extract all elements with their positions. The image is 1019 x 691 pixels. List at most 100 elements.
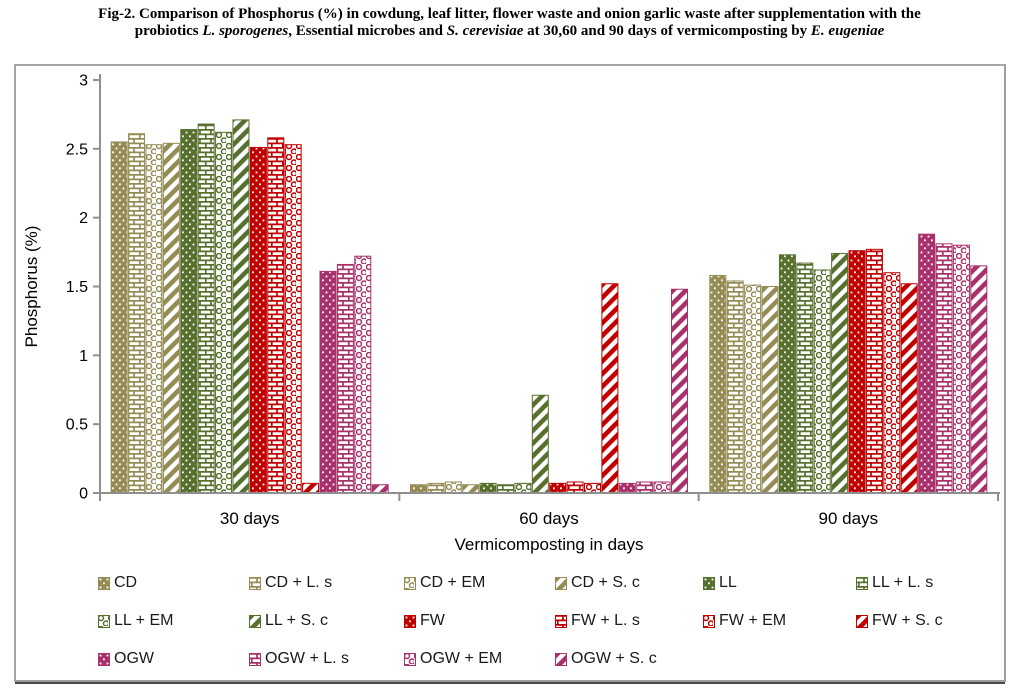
legend-label: FW <box>420 612 445 629</box>
bar-cd-90days <box>709 274 727 494</box>
figure-title: Fig-2. Comparison of Phosphorus (%) in c… <box>0 6 1019 40</box>
bar-ll-l-s-60days <box>497 484 514 494</box>
bar-ll-s-c-60days <box>531 394 549 494</box>
legend-swatch-icon <box>856 614 868 628</box>
bar-fw-em-60days <box>584 482 601 494</box>
legend-item-ll-l-s: LL + L. s <box>856 564 1004 602</box>
title-segment: S. cerevisiae <box>446 23 524 39</box>
bar-fw-s-c-90days <box>900 283 918 494</box>
legend-item-cd-s-c: CD + S. c <box>555 564 703 602</box>
bar-cd-s-c-30days <box>162 142 180 494</box>
legend-label: CD <box>114 574 138 591</box>
y-axis-title: Phosphorus (%) <box>22 226 41 348</box>
bar-cd-30days <box>110 141 128 494</box>
bar-ll-90days <box>778 254 796 494</box>
title-segment: E. eugeniae <box>810 23 885 39</box>
bar-ogw-em-30days <box>354 255 372 494</box>
legend-item-ll: LL <box>703 564 856 602</box>
legend-label: LL + EM <box>114 612 174 629</box>
bar-ogw-s-c-30days <box>371 484 389 494</box>
legend-swatch-icon <box>703 576 715 590</box>
legend-swatch-icon <box>98 652 110 666</box>
legend-item-cd-em: CD + EM <box>404 564 555 602</box>
bar-ll-s-c-30days <box>232 119 250 494</box>
bar-cd-em-60days <box>444 481 462 494</box>
bar-ogw-60days <box>618 482 636 494</box>
y-tick-label: 3 <box>79 73 88 90</box>
category-label: 60 days <box>519 509 579 528</box>
legend-swatch-icon <box>404 614 416 628</box>
legend-item-fw-em: FW + EM <box>703 602 856 640</box>
legend-item-fw-s-c: FW + S. c <box>856 602 1004 640</box>
legend-swatch-icon <box>249 652 261 666</box>
bar-ogw-30days <box>319 270 337 494</box>
bar-cd-l-s-30days <box>128 133 146 494</box>
bar-cd-s-c-60days <box>462 484 480 494</box>
legend-label: OGW <box>114 650 154 667</box>
bar-ogw-s-c-90days <box>970 265 988 494</box>
legend-item-ogw: OGW <box>98 640 249 678</box>
bar-cd-em-30days <box>145 144 163 494</box>
figure-title-line1: Fig-2. Comparison of Phosphorus (%) in c… <box>0 6 1019 23</box>
legend-item-ogw-s-c: OGW + S. c <box>555 640 703 678</box>
legend-label: CD + S. c <box>571 574 640 591</box>
title-segment: , Essential microbes and <box>288 23 447 39</box>
chart-legend: CD CD + L. s CD + EM CD + S. c LL LL + L. s LL… <box>16 564 1004 678</box>
legend-swatch-icon <box>856 576 868 590</box>
legend-swatch-icon <box>555 576 567 590</box>
legend-item-cd-l-s: CD + L. s <box>249 564 404 602</box>
bar-fw-30days <box>249 146 267 494</box>
legend-label: OGW + S. c <box>571 650 657 667</box>
legend-item-fw: FW <box>404 602 555 640</box>
x-axis-title: Vermicomposting in days <box>455 535 644 554</box>
bar-fw-l-s-90days <box>865 248 883 494</box>
legend-label: FW + S. c <box>872 612 943 629</box>
legend-item-cd: CD <box>98 564 249 602</box>
legend-swatch-icon <box>98 614 110 628</box>
legend-swatch-icon <box>249 576 261 590</box>
bar-fw-s-c-60days <box>601 283 619 494</box>
bar-fw-s-c-30days <box>302 482 320 494</box>
bar-ogw-l-s-90days <box>935 243 953 494</box>
bar-fw-60days <box>549 482 567 494</box>
bar-fw-em-90days <box>883 272 901 494</box>
bar-cd-60days <box>410 484 427 494</box>
legend-label: FW + EM <box>719 612 787 629</box>
chart-svg: 0 0.5 1 1.5 2 2.5 3 30 days 60 days 90 days Vermic… <box>22 73 1000 554</box>
bar-fw-l-s-60days <box>566 481 584 494</box>
bar-ogw-90days <box>918 233 936 494</box>
legend-item-ogw-em: OGW + EM <box>404 640 555 678</box>
y-tick-label: 1.5 <box>66 279 88 296</box>
legend-label: LL <box>719 574 737 591</box>
bar-cd-s-c-90days <box>761 286 779 494</box>
bar-fw-em-30days <box>284 144 302 494</box>
legend-label: CD + L. s <box>265 574 333 591</box>
bar-ogw-s-c-60days <box>671 288 688 494</box>
legend-swatch-icon <box>703 614 715 628</box>
legend-item-ll-s-c: LL + S. c <box>249 602 404 640</box>
title-segment: at 30,60 and 90 days of vermicomposting … <box>523 23 811 39</box>
chart-frame: 0 0.5 1 1.5 2 2.5 3 30 days 60 days 90 days Vermic… <box>14 64 1006 682</box>
bar-cd-l-s-90days <box>726 280 744 494</box>
bar-ogw-em-60days <box>653 481 671 494</box>
bar-ll-60days <box>479 482 497 494</box>
y-tick-label: 2.5 <box>66 141 88 158</box>
bar-cd-l-s-60days <box>427 482 445 494</box>
legend-swatch-icon <box>404 652 416 666</box>
bar-ogw-em-90days <box>952 244 970 494</box>
figure-title-line2: probiotics L. sporogenes, Essential micr… <box>0 23 1019 40</box>
category-label: 30 days <box>220 509 280 528</box>
legend-label: LL + S. c <box>265 612 328 629</box>
title-segment: L. sporogenes <box>202 23 289 39</box>
bar-fw-90days <box>848 250 866 494</box>
legend-label: CD + EM <box>420 574 486 591</box>
bar-ogw-l-s-30days <box>336 263 354 494</box>
legend-label: OGW + EM <box>420 650 503 667</box>
y-tick-label: 1 <box>79 348 88 365</box>
bar-ll-l-s-30days <box>197 123 215 494</box>
category-label: 90 days <box>819 509 879 528</box>
bar-ll-em-30days <box>215 131 233 494</box>
bar-ll-em-90days <box>813 269 831 494</box>
legend-item-ll-em: LL + EM <box>98 602 249 640</box>
